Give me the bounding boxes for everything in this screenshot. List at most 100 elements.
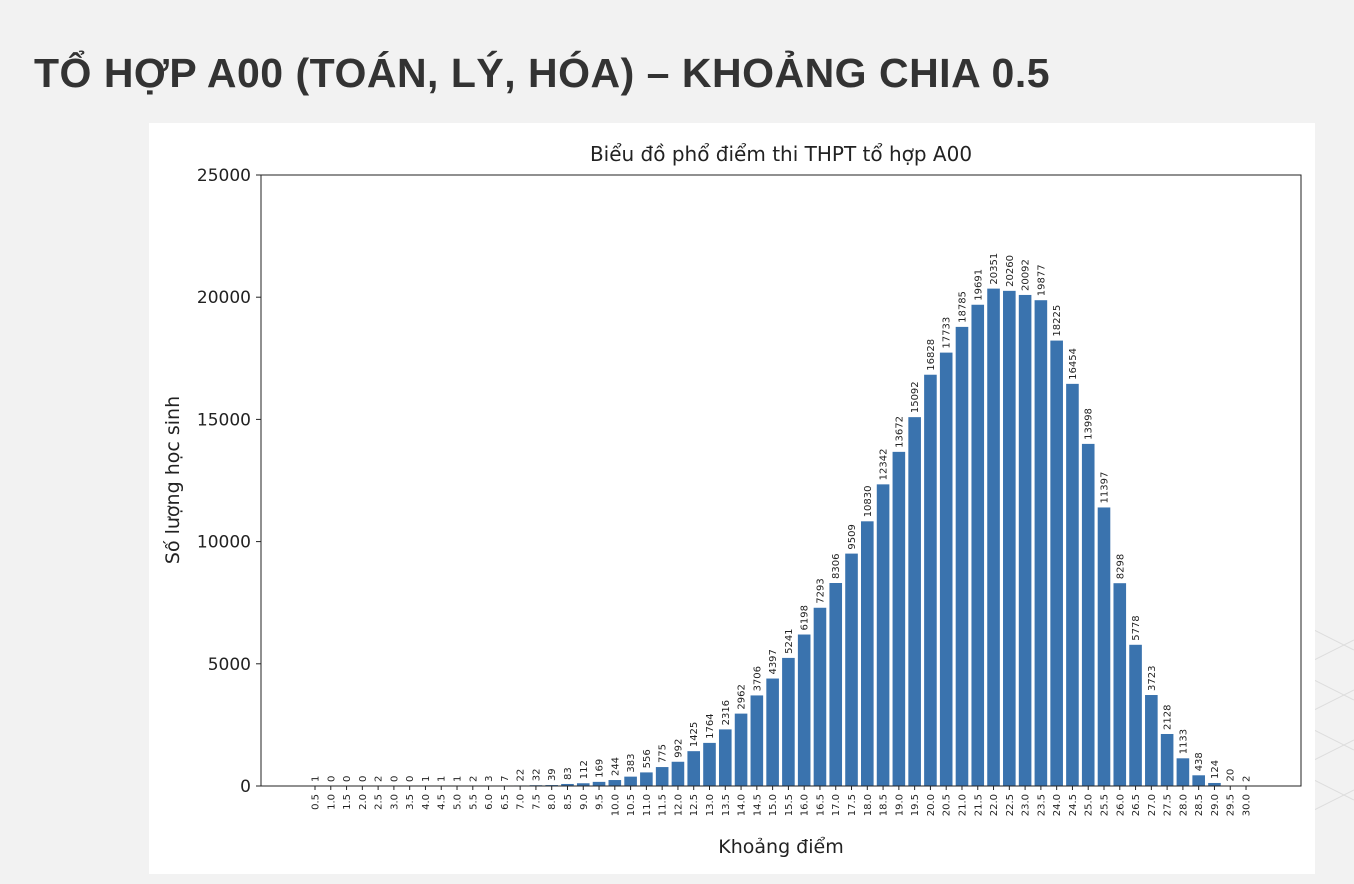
bar-value-label: 383 xyxy=(626,754,637,773)
x-tick-label: 14.5 xyxy=(752,794,763,816)
bar xyxy=(924,374,937,786)
x-tick-label: 9.0 xyxy=(579,794,590,810)
bar-value-label: 775 xyxy=(658,744,669,763)
bar xyxy=(750,695,764,786)
bar xyxy=(1145,695,1158,786)
bar xyxy=(813,607,827,786)
bar xyxy=(1208,782,1221,786)
bar-value-label: 0 xyxy=(326,776,337,782)
bar-value-label: 4397 xyxy=(768,649,779,674)
bar-value-label: 556 xyxy=(642,749,653,768)
x-tick-label: 18.5 xyxy=(879,794,890,816)
bar-value-label: 438 xyxy=(1194,752,1205,771)
bar-value-label: 5778 xyxy=(1131,615,1142,640)
bar xyxy=(1113,583,1127,786)
x-tick-label: 29.0 xyxy=(1210,794,1221,816)
chart-title: Biểu đồ phổ điểm thi THPT tổ hợp A00 xyxy=(590,142,972,166)
bar-value-label: 992 xyxy=(673,739,684,758)
x-tick-label: 27.5 xyxy=(1163,794,1174,816)
plot-frame xyxy=(260,174,1302,787)
x-tick-label: 23.0 xyxy=(1021,794,1032,816)
x-tick-label: 24.0 xyxy=(1052,794,1063,816)
x-tick-label: 0.5 xyxy=(311,794,322,810)
bar-value-label: 22 xyxy=(516,769,527,782)
bar-value-label: 8306 xyxy=(831,554,842,579)
bar xyxy=(908,417,921,786)
bar xyxy=(592,781,606,786)
bar-value-label: 2962 xyxy=(737,684,748,709)
x-tick-label: 4.5 xyxy=(437,794,448,810)
bar xyxy=(671,761,685,786)
x-tick-label: 24.5 xyxy=(1068,794,1079,816)
bar-value-label: 10830 xyxy=(863,485,874,517)
x-tick-label: 3.5 xyxy=(405,794,416,810)
y-tick-label: 0 xyxy=(240,777,251,797)
x-tick-label: 16.5 xyxy=(815,794,826,816)
bar xyxy=(608,780,622,786)
bar xyxy=(987,288,1000,786)
bar-value-label: 0 xyxy=(389,776,400,782)
bar-value-label: 2 xyxy=(1242,776,1253,782)
bar xyxy=(1050,340,1063,786)
x-tick-label: 21.0 xyxy=(957,794,968,816)
x-tick-label: 8.0 xyxy=(547,794,558,810)
bar-value-label: 1 xyxy=(437,776,448,782)
x-tick-label: 19.0 xyxy=(894,794,905,816)
bar-value-label: 1425 xyxy=(689,722,700,747)
bar xyxy=(561,783,574,786)
bar-value-label: 16454 xyxy=(1068,348,1079,380)
bar-value-label: 2 xyxy=(374,776,385,782)
x-tick-label: 6.5 xyxy=(500,794,511,810)
x-tick-label: 10.0 xyxy=(610,794,621,816)
x-tick-label: 9.5 xyxy=(595,794,606,810)
bar xyxy=(939,352,953,786)
bar-value-label: 8298 xyxy=(1115,554,1126,579)
bar xyxy=(861,521,874,786)
bar xyxy=(845,553,858,786)
bar-value-label: 3 xyxy=(484,776,495,782)
x-tick-label: 27.0 xyxy=(1147,794,1158,816)
x-tick-label: 30.0 xyxy=(1242,794,1253,816)
x-tick-label: 13.0 xyxy=(705,794,716,816)
bar-value-label: 1764 xyxy=(705,713,716,738)
bar-value-label: 0 xyxy=(342,776,353,782)
bar-value-label: 1133 xyxy=(1178,729,1189,754)
x-tick-label: 22.0 xyxy=(989,794,1000,816)
x-tick-label: 22.5 xyxy=(1005,794,1016,816)
bar-value-label: 12342 xyxy=(879,449,890,481)
bar-value-label: 1 xyxy=(421,776,432,782)
bar-value-label: 83 xyxy=(563,767,574,780)
bar-value-label: 20351 xyxy=(989,253,1000,285)
bar xyxy=(1003,290,1016,786)
x-tick-label: 23.5 xyxy=(1036,794,1047,816)
bar xyxy=(797,634,811,786)
x-tick-label: 3.0 xyxy=(389,794,400,810)
bar xyxy=(655,767,669,786)
bar xyxy=(1018,294,1032,786)
y-tick-label: 20000 xyxy=(197,288,251,308)
bar-value-label: 19691 xyxy=(973,269,984,301)
x-tick-label: 11.5 xyxy=(658,794,669,816)
bar-value-label: 9509 xyxy=(847,524,858,549)
x-tick-label: 29.5 xyxy=(1226,794,1237,816)
x-tick-label: 6.0 xyxy=(484,794,495,810)
x-axis-label: Khoảng điểm xyxy=(718,836,843,858)
bar xyxy=(1066,383,1079,786)
x-tick-label: 7.0 xyxy=(516,794,527,810)
page-title: TỔ HỢP A00 (TOÁN, LÝ, HÓA) – KHOẢNG CHIA… xyxy=(34,50,1051,96)
bar xyxy=(1081,443,1095,786)
x-tick-label: 19.5 xyxy=(910,794,921,816)
x-tick-label: 4.0 xyxy=(421,794,432,810)
bar xyxy=(624,776,637,786)
bar-value-label: 11397 xyxy=(1100,472,1111,504)
y-tick-label: 25000 xyxy=(197,166,251,186)
y-tick-label: 15000 xyxy=(197,410,251,430)
x-tick-label: 28.5 xyxy=(1194,794,1205,816)
bar-chart: Biểu đồ phổ điểm thi THPT tổ hợp A00 Số … xyxy=(162,142,1302,858)
bar-value-label: 7 xyxy=(500,775,511,781)
x-tick-label: 11.0 xyxy=(642,794,653,816)
x-tick-label: 10.5 xyxy=(626,794,637,816)
bar-value-label: 2316 xyxy=(721,700,732,725)
bar xyxy=(955,326,969,786)
x-tick-label: 20.0 xyxy=(926,794,937,816)
